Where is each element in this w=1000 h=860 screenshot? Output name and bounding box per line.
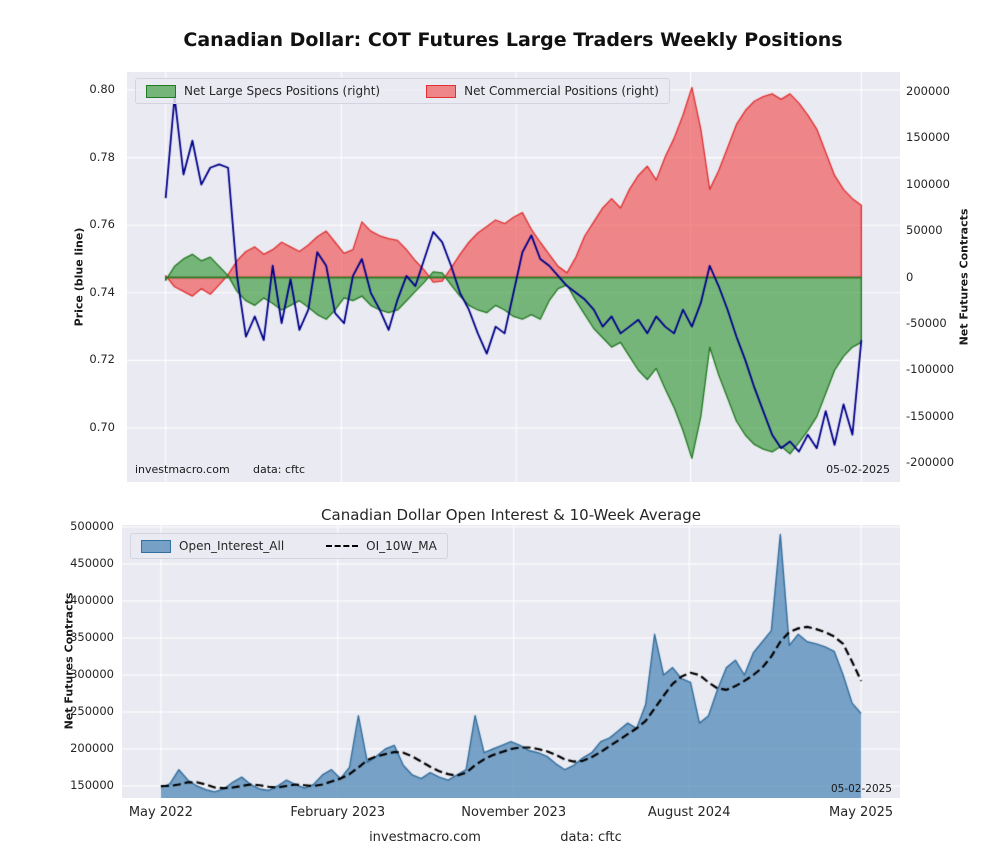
watermark-text-top: investmacro.com <box>135 463 230 476</box>
top-chart-canvas <box>127 72 900 482</box>
top-right-axis-label: Net Futures Contracts <box>957 208 971 346</box>
top-left-axis-label: Price (blue line) <box>72 227 86 327</box>
price-tick-label: 0.72 <box>89 352 115 367</box>
top-legend: Net Large Specs Positions (right) Net Co… <box>135 78 670 104</box>
oi-tick-label: 500000 <box>70 519 114 533</box>
legend-item-open-interest: Open_Interest_All <box>141 539 284 553</box>
price-tick-label: 0.80 <box>89 82 115 96</box>
price-tick-label: 0.74 <box>89 284 115 299</box>
oi-tick-label: 300000 <box>70 667 114 681</box>
legend-item-net-specs: Net Large Specs Positions (right) <box>146 84 380 98</box>
net-contracts-tick-label: 0 <box>906 269 914 284</box>
net-contracts-tick-label: -150000 <box>906 408 955 423</box>
oi-tick-label: 350000 <box>70 630 114 644</box>
price-tick-label: 0.76 <box>89 217 115 232</box>
footer-watermark-text: investmacro.com <box>369 830 481 845</box>
legend-label-net-commercials: Net Commercial Positions (right) <box>464 84 659 98</box>
bottom-plot-area: Open_Interest_All OI_10W_MA 05-02-2025 <box>122 525 900 798</box>
x-tick-label: May 2025 <box>829 805 894 820</box>
x-tick-label: February 2023 <box>290 805 386 820</box>
x-tick-label: November 2023 <box>461 805 567 820</box>
legend-label-net-specs: Net Large Specs Positions (right) <box>184 84 381 98</box>
bottom-chart-title: Canadian Dollar Open Interest & 10-Week … <box>321 506 701 524</box>
oi-tick-label: 400000 <box>70 593 114 607</box>
legend-item-oi-ma: OI_10W_MA <box>326 539 437 553</box>
bottom-legend: Open_Interest_All OI_10W_MA <box>130 533 448 559</box>
net-contracts-tick-label: -50000 <box>906 315 947 330</box>
net-contracts-tick-label: 100000 <box>906 176 950 191</box>
top-plot-area: Net Large Specs Positions (right) Net Co… <box>127 72 900 482</box>
footer-data-source-text: data: cftc <box>560 830 622 845</box>
price-tick-label: 0.78 <box>89 149 115 164</box>
data-source-text-top: data: cftc <box>253 463 306 476</box>
net-contracts-tick-label: 150000 <box>906 130 950 145</box>
net-commercials-color-patch <box>426 84 457 98</box>
x-tick-label: August 2024 <box>647 805 731 820</box>
legend-item-net-commercials: Net Commercial Positions (right) <box>426 84 659 98</box>
open-interest-color-patch <box>141 539 171 553</box>
dashed-line-sample <box>326 545 359 547</box>
date-stamp-top: 05-02-2025 <box>826 463 890 476</box>
legend-label-open-interest: Open_Interest_All <box>179 539 285 553</box>
net-contracts-tick-label: -100000 <box>906 362 955 377</box>
oi-tick-label: 150000 <box>70 778 114 792</box>
main-chart-title: Canadian Dollar: COT Futures Large Trade… <box>183 29 843 51</box>
net-contracts-tick-label: 200000 <box>906 84 950 98</box>
date-stamp-bottom: 05-02-2025 <box>830 783 892 795</box>
price-tick-label: 0.70 <box>89 420 115 434</box>
net-specs-color-patch <box>146 84 176 98</box>
net-contracts-tick-label: 50000 <box>906 223 943 238</box>
bottom-chart-canvas <box>122 525 900 798</box>
legend-label-oi-ma: OI_10W_MA <box>366 539 437 553</box>
x-tick-label: May 2022 <box>128 805 193 820</box>
oi-tick-label: 200000 <box>70 741 114 755</box>
oi-tick-label: 450000 <box>70 556 114 570</box>
oi-tick-label: 250000 <box>70 704 114 718</box>
net-contracts-tick-label: -200000 <box>906 455 955 469</box>
